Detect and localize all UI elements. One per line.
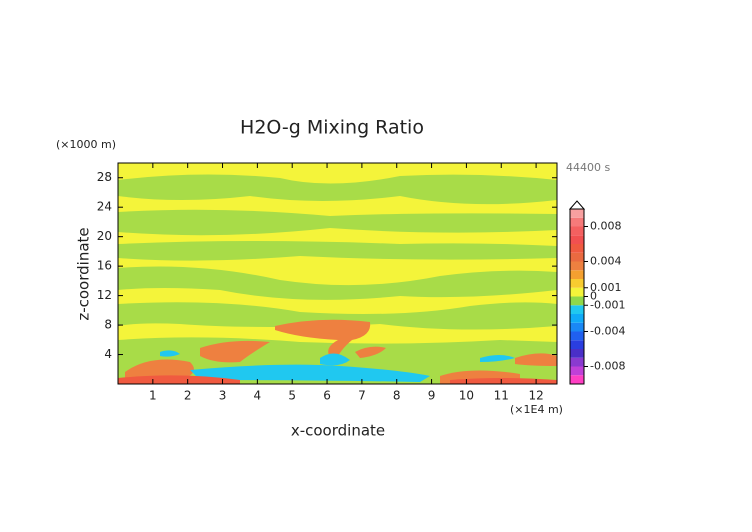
colorbar-band bbox=[570, 322, 584, 332]
x-tick-label: 3 bbox=[219, 389, 227, 403]
field-red-regions bbox=[118, 375, 557, 384]
chart-title: H2O-g Mixing Ratio bbox=[240, 117, 424, 139]
colorbar-band bbox=[570, 349, 584, 358]
colorbar-band bbox=[570, 261, 584, 271]
colorbar-band bbox=[570, 375, 584, 384]
x-axis-label: x-coordinate bbox=[291, 422, 385, 440]
colorbar-tick-label: 0.001 bbox=[590, 281, 622, 294]
y-tick-label: 8 bbox=[104, 318, 112, 332]
x-tick-label: 11 bbox=[494, 389, 509, 403]
y-tick-label: 28 bbox=[97, 170, 112, 184]
y-tick-label: 20 bbox=[97, 229, 112, 243]
colorbar-band bbox=[570, 279, 584, 288]
y-tick-label: 12 bbox=[97, 288, 112, 302]
y-tick-label: 24 bbox=[97, 200, 112, 214]
colorbar-band bbox=[570, 270, 584, 279]
colorbar-band bbox=[570, 244, 584, 253]
colorbar-tick-label: -0.001 bbox=[590, 298, 625, 311]
colorbar-band bbox=[570, 226, 584, 236]
time-label: 44400 s bbox=[566, 161, 610, 174]
x-tick-label: 5 bbox=[288, 389, 296, 403]
colorbar-extend bbox=[568, 200, 586, 210]
x-unit: (×1E4 m) bbox=[510, 403, 563, 416]
colorbar-band bbox=[570, 296, 584, 306]
colorbar-band bbox=[570, 340, 584, 349]
plot-frame bbox=[117, 162, 558, 385]
x-tick-label: 4 bbox=[254, 389, 262, 403]
x-tick-label: 8 bbox=[393, 389, 401, 403]
x-tick-label: 12 bbox=[528, 389, 543, 403]
colorbar-band bbox=[570, 235, 584, 244]
x-tick-label: 1 bbox=[149, 389, 157, 403]
x-tick-label: 6 bbox=[323, 389, 331, 403]
colorbar-band bbox=[570, 331, 584, 341]
colorbar-band bbox=[570, 305, 584, 314]
colorbar-tick-label: -0.008 bbox=[590, 360, 625, 373]
colorbar-band bbox=[570, 209, 584, 218]
y-tick-label: 4 bbox=[104, 347, 112, 361]
y-axis-label: z-coordinate bbox=[75, 227, 93, 320]
colorbar-band bbox=[570, 287, 584, 297]
field-cyan-regions bbox=[160, 350, 515, 382]
colorbar-tick-label: -0.004 bbox=[590, 325, 625, 338]
x-tick-label: 10 bbox=[459, 389, 474, 403]
x-tick-label: 2 bbox=[184, 389, 192, 403]
colorbar-tick-label: 0.008 bbox=[590, 220, 622, 233]
y-unit: (×1000 m) bbox=[56, 138, 116, 151]
colorbar-band bbox=[570, 314, 584, 323]
colorbar-band bbox=[570, 252, 584, 262]
colorbar-band bbox=[570, 366, 584, 376]
colorbar-tick-label: 0.004 bbox=[590, 255, 622, 268]
y-tick-label: 16 bbox=[97, 259, 112, 273]
colorbar-tick-label: 0 bbox=[590, 290, 597, 303]
x-tick-label: 7 bbox=[358, 389, 366, 403]
contour-field bbox=[118, 163, 557, 384]
colorbar-band bbox=[570, 357, 584, 367]
colorbar-band bbox=[570, 217, 584, 227]
x-tick-label: 9 bbox=[428, 389, 436, 403]
